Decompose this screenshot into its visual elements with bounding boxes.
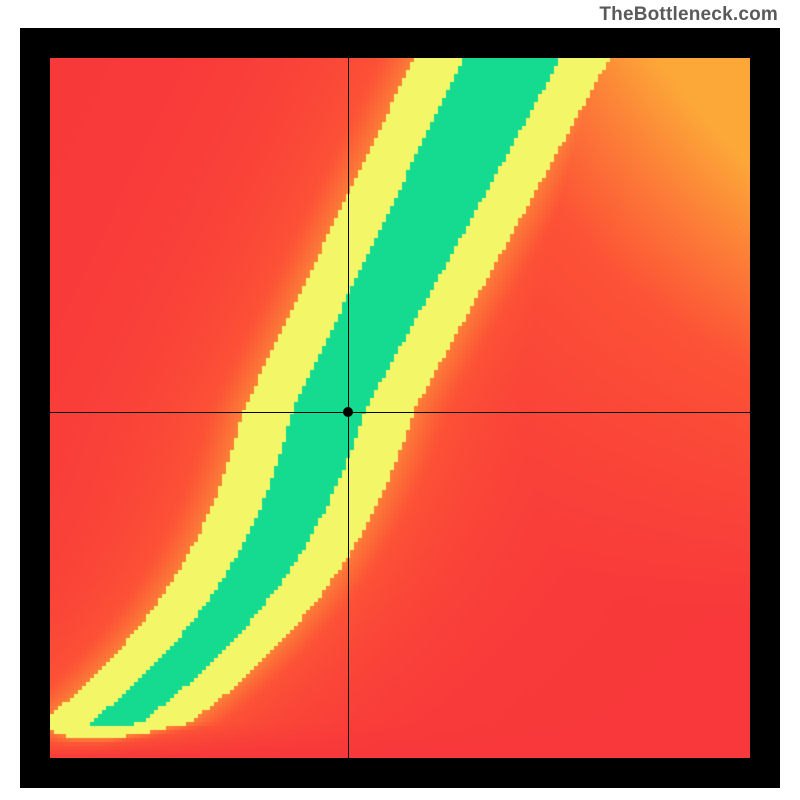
crosshair-horizontal (50, 412, 750, 413)
heatmap-canvas (50, 58, 750, 758)
plot-frame (20, 28, 780, 788)
plot-area (50, 58, 750, 758)
data-point-marker (343, 407, 353, 417)
chart-container: TheBottleneck.com (0, 0, 800, 800)
watermark-text: TheBottleneck.com (599, 0, 800, 28)
